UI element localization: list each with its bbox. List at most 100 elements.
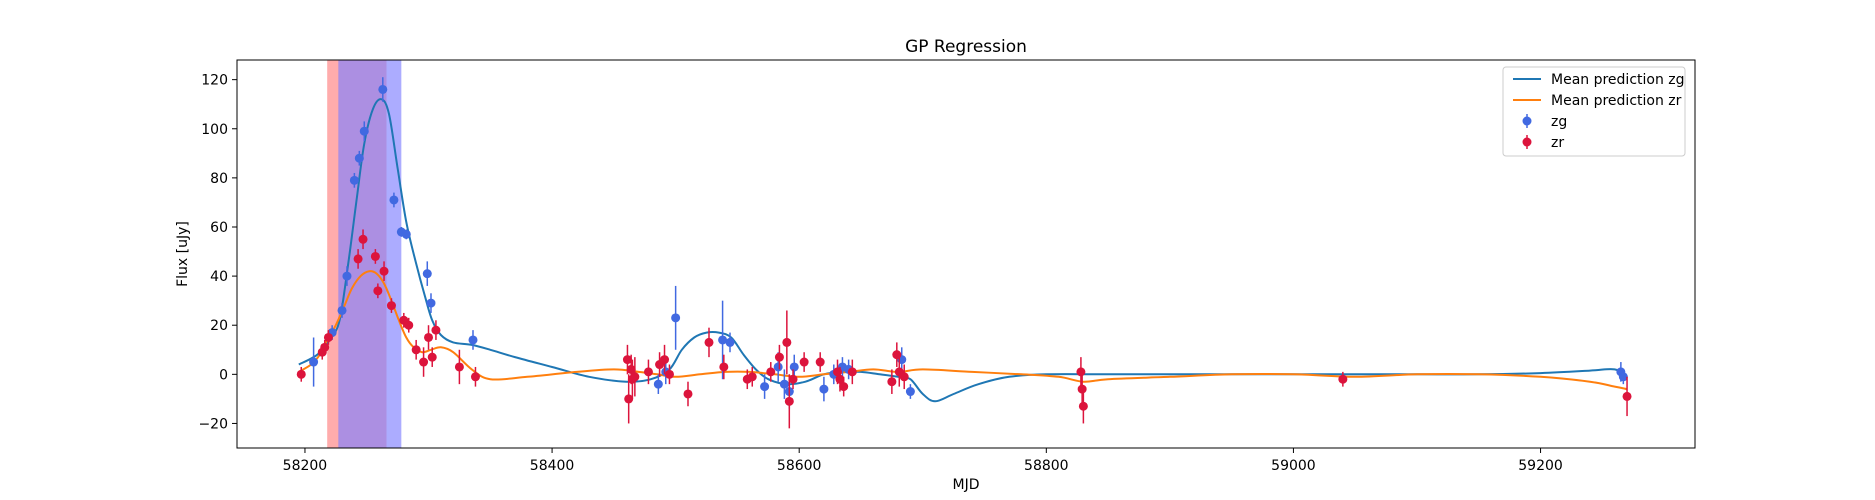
point-zr [799, 352, 809, 372]
point-zg [337, 303, 347, 318]
legend: Mean prediction zg Mean prediction zr zg… [1502, 66, 1686, 157]
point-zr [624, 374, 634, 424]
point-zr [353, 249, 363, 269]
legend-label-zg: zg [1551, 114, 1567, 130]
marker-zr [370, 251, 380, 261]
marker-zr [630, 372, 640, 382]
point-zg [779, 369, 789, 399]
point-zr [704, 327, 714, 358]
line-mean-prediction-zr [298, 270, 1628, 391]
y-tick-label: 120 [201, 73, 228, 89]
marker-zg [819, 384, 829, 394]
point-zr [683, 381, 693, 407]
marker-zr [1076, 367, 1086, 377]
point-zr [1622, 376, 1632, 417]
marker-zr [424, 332, 434, 342]
marker-zg [349, 175, 359, 185]
point-zg [671, 285, 681, 350]
marker-zr [411, 345, 421, 355]
legend-marker-dot [1522, 137, 1532, 147]
legend-marker-zg [1522, 114, 1532, 128]
marker-zr [887, 377, 897, 387]
y-tick-label: 20 [210, 318, 228, 334]
marker-zr [784, 396, 794, 406]
point-zg [349, 172, 359, 188]
point-zr [1338, 371, 1348, 387]
marker-zr [624, 394, 634, 404]
point-zg [760, 374, 770, 399]
point-zr [784, 374, 794, 429]
y-tick-label: 60 [210, 220, 228, 236]
point-zr [788, 369, 798, 390]
marker-zr [892, 350, 902, 360]
point-zr [660, 344, 670, 375]
marker-zr [323, 332, 333, 342]
point-zg [426, 293, 436, 313]
marker-zr [404, 320, 414, 330]
marker-zr [1077, 384, 1087, 394]
marker-zg [789, 362, 799, 372]
marker-zr [643, 367, 653, 377]
marker-zg [468, 335, 478, 345]
point-zr [431, 320, 441, 340]
point-zr [454, 349, 464, 385]
point-zr [411, 339, 421, 360]
x-tick-label: 58400 [530, 458, 575, 474]
x-axis-ticks: 58200 58400 58600 58800 59000 59200 [283, 448, 1563, 474]
point-zr [892, 342, 902, 367]
marker-zr [747, 372, 757, 382]
marker-zr [454, 362, 464, 372]
legend-box [1502, 66, 1686, 157]
point-zr [664, 364, 674, 385]
marker-zg [359, 126, 369, 136]
marker-zr [431, 325, 441, 335]
marker-zr [839, 382, 849, 392]
legend-label-zg-prediction: Mean prediction zg [1551, 72, 1685, 88]
x-axis-label: MJD [953, 477, 980, 493]
chart-title: GP Regression [905, 37, 1027, 57]
marker-zg [342, 271, 352, 281]
point-zr [419, 347, 429, 377]
point-zr [373, 283, 383, 299]
point-zr [424, 325, 434, 350]
legend-marker-zr [1522, 135, 1532, 149]
point-zg [401, 229, 411, 240]
point-zr [643, 359, 653, 385]
marker-zr [1338, 374, 1348, 384]
marker-zg [905, 387, 915, 397]
legend-label-zr: zr [1551, 135, 1564, 151]
marker-zg [725, 337, 735, 347]
point-zg [378, 77, 388, 102]
point-zg [309, 337, 319, 387]
marker-zr [835, 374, 845, 384]
marker-zg [718, 335, 728, 345]
point-zr [747, 366, 757, 387]
point-zr [323, 330, 333, 345]
prediction-lines [298, 98, 1628, 403]
y-axis-ticks: −20 0 20 40 60 80 100 120 [198, 73, 237, 432]
point-zr [774, 344, 784, 370]
marker-zg [671, 313, 681, 323]
marker-zg [773, 362, 783, 372]
marker-zg [354, 153, 364, 163]
marker-zr [766, 367, 776, 377]
marker-zr [847, 367, 857, 377]
y-tick-label: 100 [201, 122, 228, 138]
marker-zg [378, 84, 388, 94]
marker-zg [1618, 372, 1628, 382]
point-zg [422, 261, 432, 286]
point-zr [379, 261, 389, 282]
point-zr [370, 249, 380, 264]
point-zg [819, 376, 829, 402]
point-zr [404, 317, 414, 333]
point-zr [427, 347, 437, 367]
point-zr [766, 362, 776, 382]
marker-zr [379, 266, 389, 276]
marker-zr [320, 342, 330, 352]
point-zr [899, 364, 909, 390]
marker-zr [704, 337, 714, 347]
marker-zr [1078, 401, 1088, 411]
marker-zr [799, 357, 809, 367]
data-points [296, 77, 1632, 429]
